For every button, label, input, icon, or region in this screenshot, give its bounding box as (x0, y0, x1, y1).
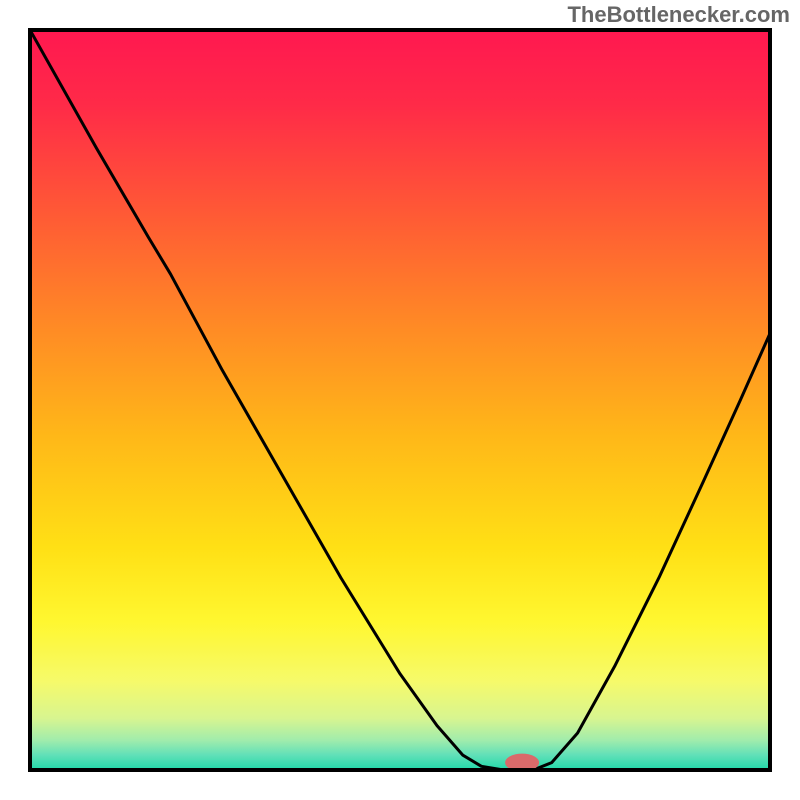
bottleneck-curve-chart (0, 0, 800, 800)
plot-background (30, 30, 770, 770)
watermark-text: TheBottlenecker.com (567, 2, 790, 28)
chart-container: TheBottlenecker.com (0, 0, 800, 800)
